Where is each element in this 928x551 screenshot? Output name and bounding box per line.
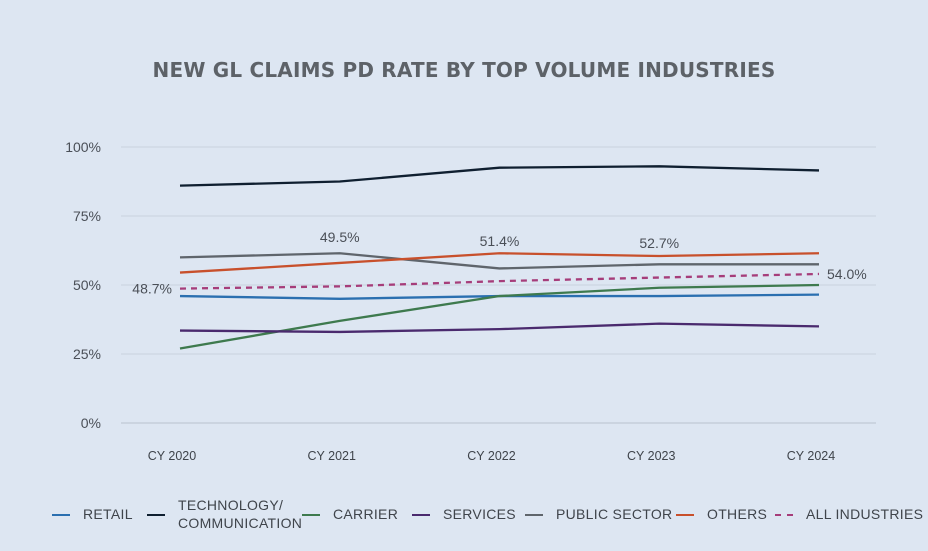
- series-line: [179, 165, 820, 187]
- legend-label: TECHNOLOGY/ COMMUNICATION: [178, 497, 303, 531]
- series-line: [179, 322, 820, 334]
- series-line: [179, 252, 820, 274]
- legend-label: ALL INDUSTRIES: [806, 506, 924, 522]
- y-tick-label: 100%: [65, 139, 101, 155]
- legend-swatch: [775, 514, 793, 516]
- x-tick-label: CY 2024: [787, 449, 835, 463]
- legend-swatch: [147, 514, 165, 516]
- data-label: 48.7%: [132, 281, 172, 297]
- legend-swatch: [676, 514, 694, 516]
- series-line: [179, 283, 820, 350]
- data-label: 51.4%: [480, 233, 520, 249]
- x-tick-label: CY 2021: [308, 449, 356, 463]
- y-tick-label: 50%: [73, 277, 101, 293]
- data-label: 49.5%: [320, 229, 360, 245]
- x-tick-label: CY 2022: [467, 449, 515, 463]
- legend-label: CARRIER: [333, 506, 399, 522]
- y-axis-ticks: 0% 25% 50% 75% 100%: [65, 139, 101, 431]
- legend-label: OTHERS: [707, 506, 768, 522]
- legend-swatch: [52, 514, 70, 516]
- legend-item: ALL INDUSTRIES: [775, 505, 923, 523]
- legend-label: SERVICES: [443, 506, 516, 522]
- x-axis-ticks: CY 2020 CY 2021 CY 2022 CY 2023 CY 2024: [148, 449, 835, 463]
- x-tick-label: CY 2023: [627, 449, 675, 463]
- legend-label: PUBLIC SECTOR: [556, 506, 673, 522]
- chart-title: NEW GL CLAIMS PD RATE BY TOP VOLUME INDU…: [152, 58, 776, 82]
- y-tick-label: 75%: [73, 208, 101, 224]
- data-label: 52.7%: [639, 235, 679, 251]
- series-line: [179, 252, 819, 270]
- legend-item: TECHNOLOGY/ COMMUNICATION: [147, 496, 302, 532]
- x-tick-label: CY 2020: [148, 449, 196, 463]
- legend-item: OTHERS: [676, 505, 767, 523]
- legend-item: CARRIER: [302, 505, 398, 523]
- legend-label: RETAIL: [83, 506, 133, 522]
- data-label: 54.0%: [827, 266, 867, 282]
- y-tick-label: 0%: [81, 415, 101, 431]
- legend-item: PUBLIC SECTOR: [525, 505, 672, 523]
- legend-item: SERVICES: [412, 505, 516, 523]
- legend-swatch: [525, 514, 543, 516]
- legend-swatch: [302, 514, 320, 516]
- legend-item: RETAIL: [52, 505, 133, 523]
- series-lines: [179, 165, 820, 350]
- series-line: [179, 272, 820, 290]
- y-tick-label: 25%: [73, 346, 101, 362]
- data-labels: 48.7% 49.5% 51.4% 52.7% 54.0%: [132, 229, 866, 297]
- legend-swatch: [412, 514, 430, 516]
- gridlines: [121, 146, 876, 424]
